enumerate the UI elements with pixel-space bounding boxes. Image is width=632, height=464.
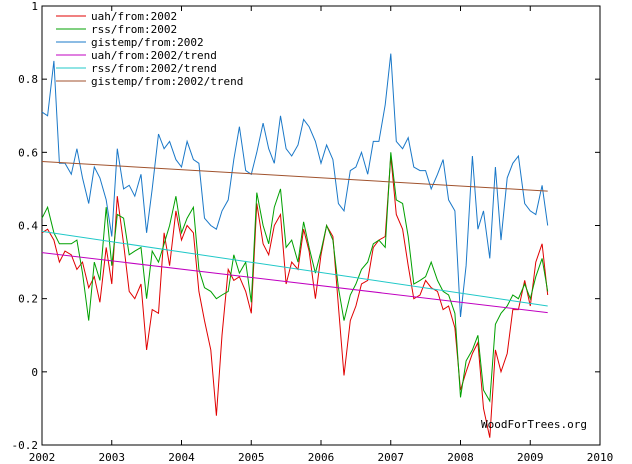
legend-label: gistemp/from:2002 bbox=[91, 36, 204, 49]
x-tick-label: 2009 bbox=[517, 451, 544, 464]
series-line-rss-from-2002 bbox=[41, 152, 549, 403]
watermark-text: WoodForTrees.org bbox=[481, 418, 587, 431]
series-line-rss-from-2002-trend bbox=[41, 230, 548, 307]
y-tick-label: 0.4 bbox=[18, 220, 38, 233]
axes: 2002 2003 2004 2005 2006 2007 2008 2009 2010 -0.2… bbox=[12, 0, 614, 464]
legend-label: gistemp/from:2002/trend bbox=[91, 75, 243, 88]
legend-label: rss/from:2002 bbox=[91, 23, 177, 36]
x-tick-label: 2006 bbox=[308, 451, 335, 464]
x-tick-label: 2010 bbox=[587, 451, 614, 464]
y-tick-label: 0.8 bbox=[18, 73, 38, 86]
x-tick-label: 2002 bbox=[29, 451, 56, 464]
series-lines bbox=[41, 53, 549, 438]
y-tick-label: 0.2 bbox=[18, 293, 38, 306]
legend-label: uah/from:2002 bbox=[91, 10, 177, 23]
x-tick-label: 2004 bbox=[168, 451, 195, 464]
y-tick-label: 1 bbox=[31, 0, 38, 13]
series-line-uah-from-2002 bbox=[41, 155, 549, 438]
x-tick-label: 2008 bbox=[447, 451, 474, 464]
series-line-gistemp-from-2002-trend bbox=[41, 161, 548, 192]
y-tick-label: -0.2 bbox=[12, 439, 39, 452]
legend-label: uah/from:2002/trend bbox=[91, 49, 217, 62]
legend-label: rss/from:2002/trend bbox=[91, 62, 217, 75]
legend: uah/from:2002rss/from:2002gistemp/from:2… bbox=[56, 10, 243, 88]
x-tick-label: 2005 bbox=[238, 451, 265, 464]
y-tick-label: 0 bbox=[31, 366, 38, 379]
x-tick-label: 2007 bbox=[378, 451, 405, 464]
series-line-gistemp-from-2002 bbox=[41, 53, 549, 318]
series-line-uah-from-2002-trend bbox=[41, 252, 548, 314]
y-tick-label: 0.6 bbox=[18, 146, 38, 159]
x-tick-label: 2003 bbox=[99, 451, 126, 464]
